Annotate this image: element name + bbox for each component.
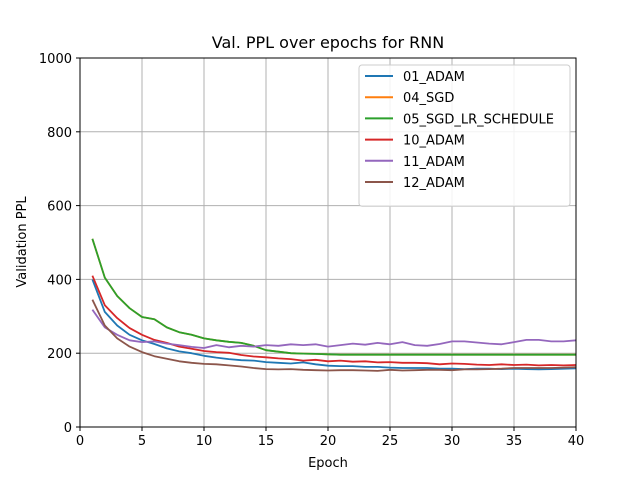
chart-title: Val. PPL over epochs for RNN [212, 33, 444, 52]
x-tick-label: 15 [258, 434, 275, 449]
legend-label: 12_ADAM [403, 176, 465, 191]
x-tick-label: 20 [320, 434, 337, 449]
x-axis-label: Epoch [308, 456, 348, 471]
y-tick-label: 800 [47, 126, 72, 141]
y-tick-label: 1000 [39, 52, 72, 67]
x-tick-label: 30 [444, 434, 461, 449]
x-tick-label: 40 [568, 434, 585, 449]
x-tick-label: 0 [76, 434, 84, 449]
legend-label: 05_SGD_LR_SCHEDULE [403, 112, 554, 127]
series-line-01-adam [91, 279, 577, 371]
series-line-10-adam [91, 275, 577, 367]
x-tick-label: 35 [506, 434, 523, 449]
series-line-05-sgd-lr-schedule [91, 238, 576, 356]
x-tick-label: 10 [196, 434, 213, 449]
y-tick-label: 200 [47, 347, 72, 362]
x-tick-label: 25 [382, 434, 399, 449]
legend: 01_ADAM 04_SGD 05_SGD_LR_SCHEDULE 10_ADAM 11… [358, 64, 571, 207]
legend-label: 10_ADAM [403, 134, 465, 149]
legend-label: 04_SGD [403, 91, 454, 106]
legend-label: 01_ADAM [403, 70, 465, 85]
series-line-12-adam [91, 299, 577, 372]
y-tick-label: 400 [47, 273, 72, 288]
series-layer [91, 238, 577, 372]
legend-label: 11_ADAM [403, 155, 465, 170]
y-tick-label: 600 [47, 200, 72, 215]
y-axis-label: Validation PPL [15, 196, 30, 288]
series-line-11-adam [91, 309, 577, 349]
x-tick-label: 5 [138, 434, 146, 449]
y-tick-label: 0 [64, 421, 72, 436]
legend-box [358, 64, 571, 207]
series-line-04-sgd [91, 238, 576, 356]
